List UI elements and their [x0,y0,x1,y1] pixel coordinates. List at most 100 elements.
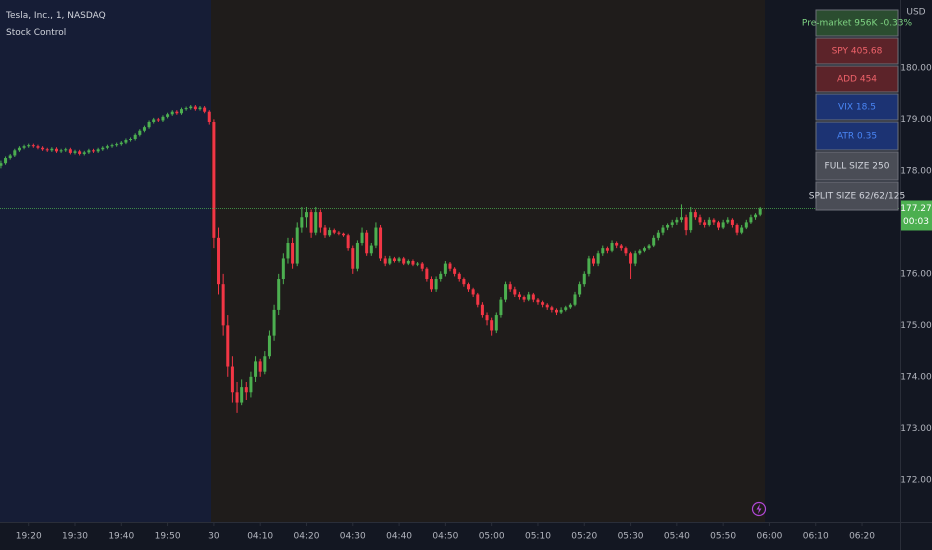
candle-body [420,263,424,269]
panel-box [815,121,899,151]
candle-body [272,309,276,336]
candle-body [517,294,521,298]
candle-body [22,146,26,148]
candle-body [531,294,535,300]
candle-body [457,273,461,280]
candle-body [754,214,758,218]
candle-body [592,258,596,264]
x-tick-label: 04:40 [386,532,412,542]
candle-body [73,151,77,153]
candle-body [499,299,503,316]
candle-body [744,222,748,228]
candle-body [133,134,137,139]
candle-body [166,114,170,117]
candle-body [138,130,142,135]
panel-text: Pre-market 956K -0.33% [802,19,913,29]
candle-body [661,227,665,233]
candle-body [721,222,725,228]
candle-body [221,284,225,326]
candle-body [642,248,646,251]
y-tick-label: 180.00 [900,63,932,73]
candle-body [582,273,586,285]
candle-body [314,212,318,233]
panel-box [815,181,899,211]
candle-body [712,219,716,223]
candle-body [318,212,322,228]
candle-body [564,307,568,310]
x-tick-label: 19:40 [108,532,134,542]
stats-panel: Pre-market 956K -0.33% SPY 405.68 ADD 45… [802,9,913,211]
x-tick-label: 05:40 [664,532,690,542]
candle-body [96,149,100,152]
candle-body [244,387,248,393]
candle-body [161,116,165,121]
candle-body [240,387,244,403]
candle-body [4,158,8,164]
panel-text: ADD 454 [837,75,877,85]
candle-body [675,219,679,223]
chart-title: Tesla, Inc., 1, NASDAQ [5,11,106,21]
x-tick-label: 05:10 [525,532,551,542]
candle-body [152,119,156,123]
candle-body [82,152,86,154]
candle-body [115,144,119,146]
candle-body [402,258,406,264]
plot [0,105,900,413]
candle-body [101,147,105,150]
candle-body [508,284,512,290]
x-tick-label: 04:20 [294,532,320,542]
candle-body [652,237,656,246]
candle-body [105,146,109,148]
x-tick-label: 04:30 [340,532,366,542]
candle-body [749,217,753,223]
candle-body [587,258,591,274]
candle-body [471,289,475,295]
candle-body [559,309,563,313]
candle-body [453,268,457,274]
candle-body [230,366,234,393]
candle-body [735,224,739,233]
candle-body [258,361,262,372]
candle-body [388,258,392,264]
y-tick-label: 174.00 [900,372,932,382]
panel-box [815,9,899,37]
candle-body [54,148,58,152]
x-tick-label: 04:50 [432,532,458,542]
candle-body [392,258,396,261]
candle-body [263,356,267,372]
candle-body [179,109,183,114]
candle-body [369,245,373,254]
candle-body [494,315,498,331]
x-tick-label: 06:00 [756,532,782,542]
candle-body [207,111,211,123]
candle-body [448,263,452,269]
candle-body [147,122,151,128]
candle-body [78,151,82,154]
candle-body [351,248,355,269]
candle-body [277,279,281,310]
x-tick-label: 06:10 [803,532,829,542]
candle-body [59,150,63,152]
main-session [211,0,765,522]
x-tick-label: 19:30 [62,532,88,542]
candle-body [578,284,582,295]
x-tick-label: 05:50 [710,532,736,542]
candle-body [758,208,762,215]
candle-body [8,155,12,159]
y-tick-label: 178.00 [900,166,932,176]
candle-body [467,284,471,290]
candle-body [286,242,290,259]
x-tick-label: 05:20 [571,532,597,542]
panel-text: VIX 18.5 [838,103,876,113]
candle-body [610,242,614,251]
candle-body [730,219,734,225]
candle-body [355,242,359,269]
panel-text: FULL SIZE 250 [825,162,890,172]
candle-body [300,217,304,228]
candle-body [707,219,711,225]
candle-body [217,237,221,285]
candle-body [485,315,489,321]
candle-body [304,212,308,218]
candle-body [554,309,558,313]
panel-text: ATR 0.35 [837,132,877,142]
